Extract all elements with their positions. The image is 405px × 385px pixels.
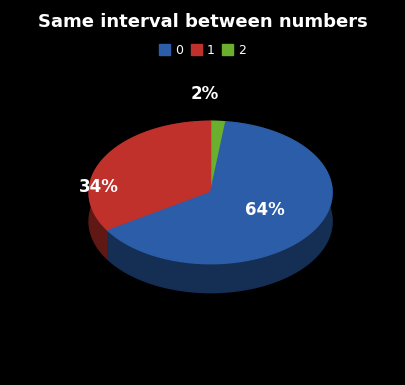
- Ellipse shape: [89, 150, 332, 293]
- Polygon shape: [108, 192, 211, 259]
- Polygon shape: [89, 121, 211, 231]
- Polygon shape: [211, 122, 226, 221]
- Polygon shape: [211, 121, 226, 192]
- Polygon shape: [108, 122, 332, 264]
- Polygon shape: [89, 121, 211, 259]
- Text: 2%: 2%: [190, 85, 219, 103]
- Polygon shape: [108, 192, 211, 259]
- Polygon shape: [211, 121, 226, 151]
- Text: 34%: 34%: [79, 178, 119, 196]
- Legend: 0, 1, 2: 0, 1, 2: [154, 39, 251, 62]
- Text: 64%: 64%: [245, 201, 285, 219]
- Text: Same interval between numbers: Same interval between numbers: [38, 13, 367, 32]
- Polygon shape: [211, 122, 226, 221]
- Polygon shape: [108, 122, 332, 293]
